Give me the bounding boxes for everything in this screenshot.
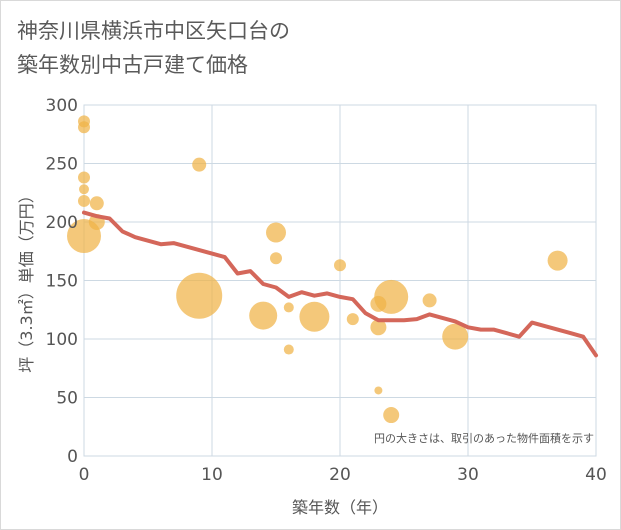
y-tick-label: 250 <box>46 155 78 175</box>
y-tick-label: 150 <box>46 272 78 292</box>
chart-title: 神奈川県横浜市中区矢口台の 築年数別中古戸建て価格 <box>17 14 290 82</box>
x-tick-label: 10 <box>201 465 223 485</box>
bubble-point <box>334 259 346 272</box>
bubble-point <box>176 272 223 319</box>
y-tick-label: 50 <box>56 389 78 409</box>
bubble-point <box>78 194 90 207</box>
grid-lines <box>83 104 597 457</box>
bubble-point <box>270 252 282 265</box>
bubble-point <box>283 344 294 355</box>
y-tick-label: 300 <box>46 96 78 116</box>
bubble-point <box>370 319 387 336</box>
bubble-point <box>78 171 90 184</box>
y-axis-ticks: 0 50 100 150 200 250 300 <box>46 96 78 467</box>
x-tick-label: 30 <box>457 465 479 485</box>
x-axis-label: 築年数（年） <box>292 498 388 517</box>
bubble-point <box>374 279 409 314</box>
x-tick-label: 20 <box>329 465 351 485</box>
y-axis-label: 坪（3.3㎡）単価（万円） <box>17 187 36 372</box>
bubble-point <box>374 386 383 395</box>
bubble-point <box>192 157 207 172</box>
y-tick-label: 100 <box>46 330 78 350</box>
bubble-point <box>266 222 286 243</box>
bubble-size-note: 円の大きさは、取引のあった物件面積を示す <box>374 431 594 445</box>
trend-line-series <box>82 210 598 358</box>
bubble-point <box>422 293 437 308</box>
bubble-point <box>346 313 359 326</box>
bubble-point <box>78 121 90 134</box>
x-tick-label: 0 <box>79 465 90 485</box>
x-axis-ticks: 0 10 20 30 40 <box>79 465 607 485</box>
x-tick-label: 40 <box>585 465 607 485</box>
bubble-point <box>442 323 469 350</box>
bubble-point <box>249 301 278 330</box>
bubble-point <box>79 184 89 195</box>
bubble-point <box>299 301 330 332</box>
bubble-point <box>547 250 568 271</box>
y-tick-label: 0 <box>67 447 78 467</box>
y-tick-label: 200 <box>46 213 78 233</box>
bubble-point <box>89 196 104 211</box>
chart-title-line1: 神奈川県横浜市中区矢口台の <box>17 19 290 43</box>
bubble-point <box>283 302 294 313</box>
bubble-series <box>67 115 568 424</box>
chart-title-line2: 築年数別中古戸建て価格 <box>17 53 248 77</box>
average-price-line <box>82 210 598 358</box>
bubble-point <box>383 407 400 424</box>
